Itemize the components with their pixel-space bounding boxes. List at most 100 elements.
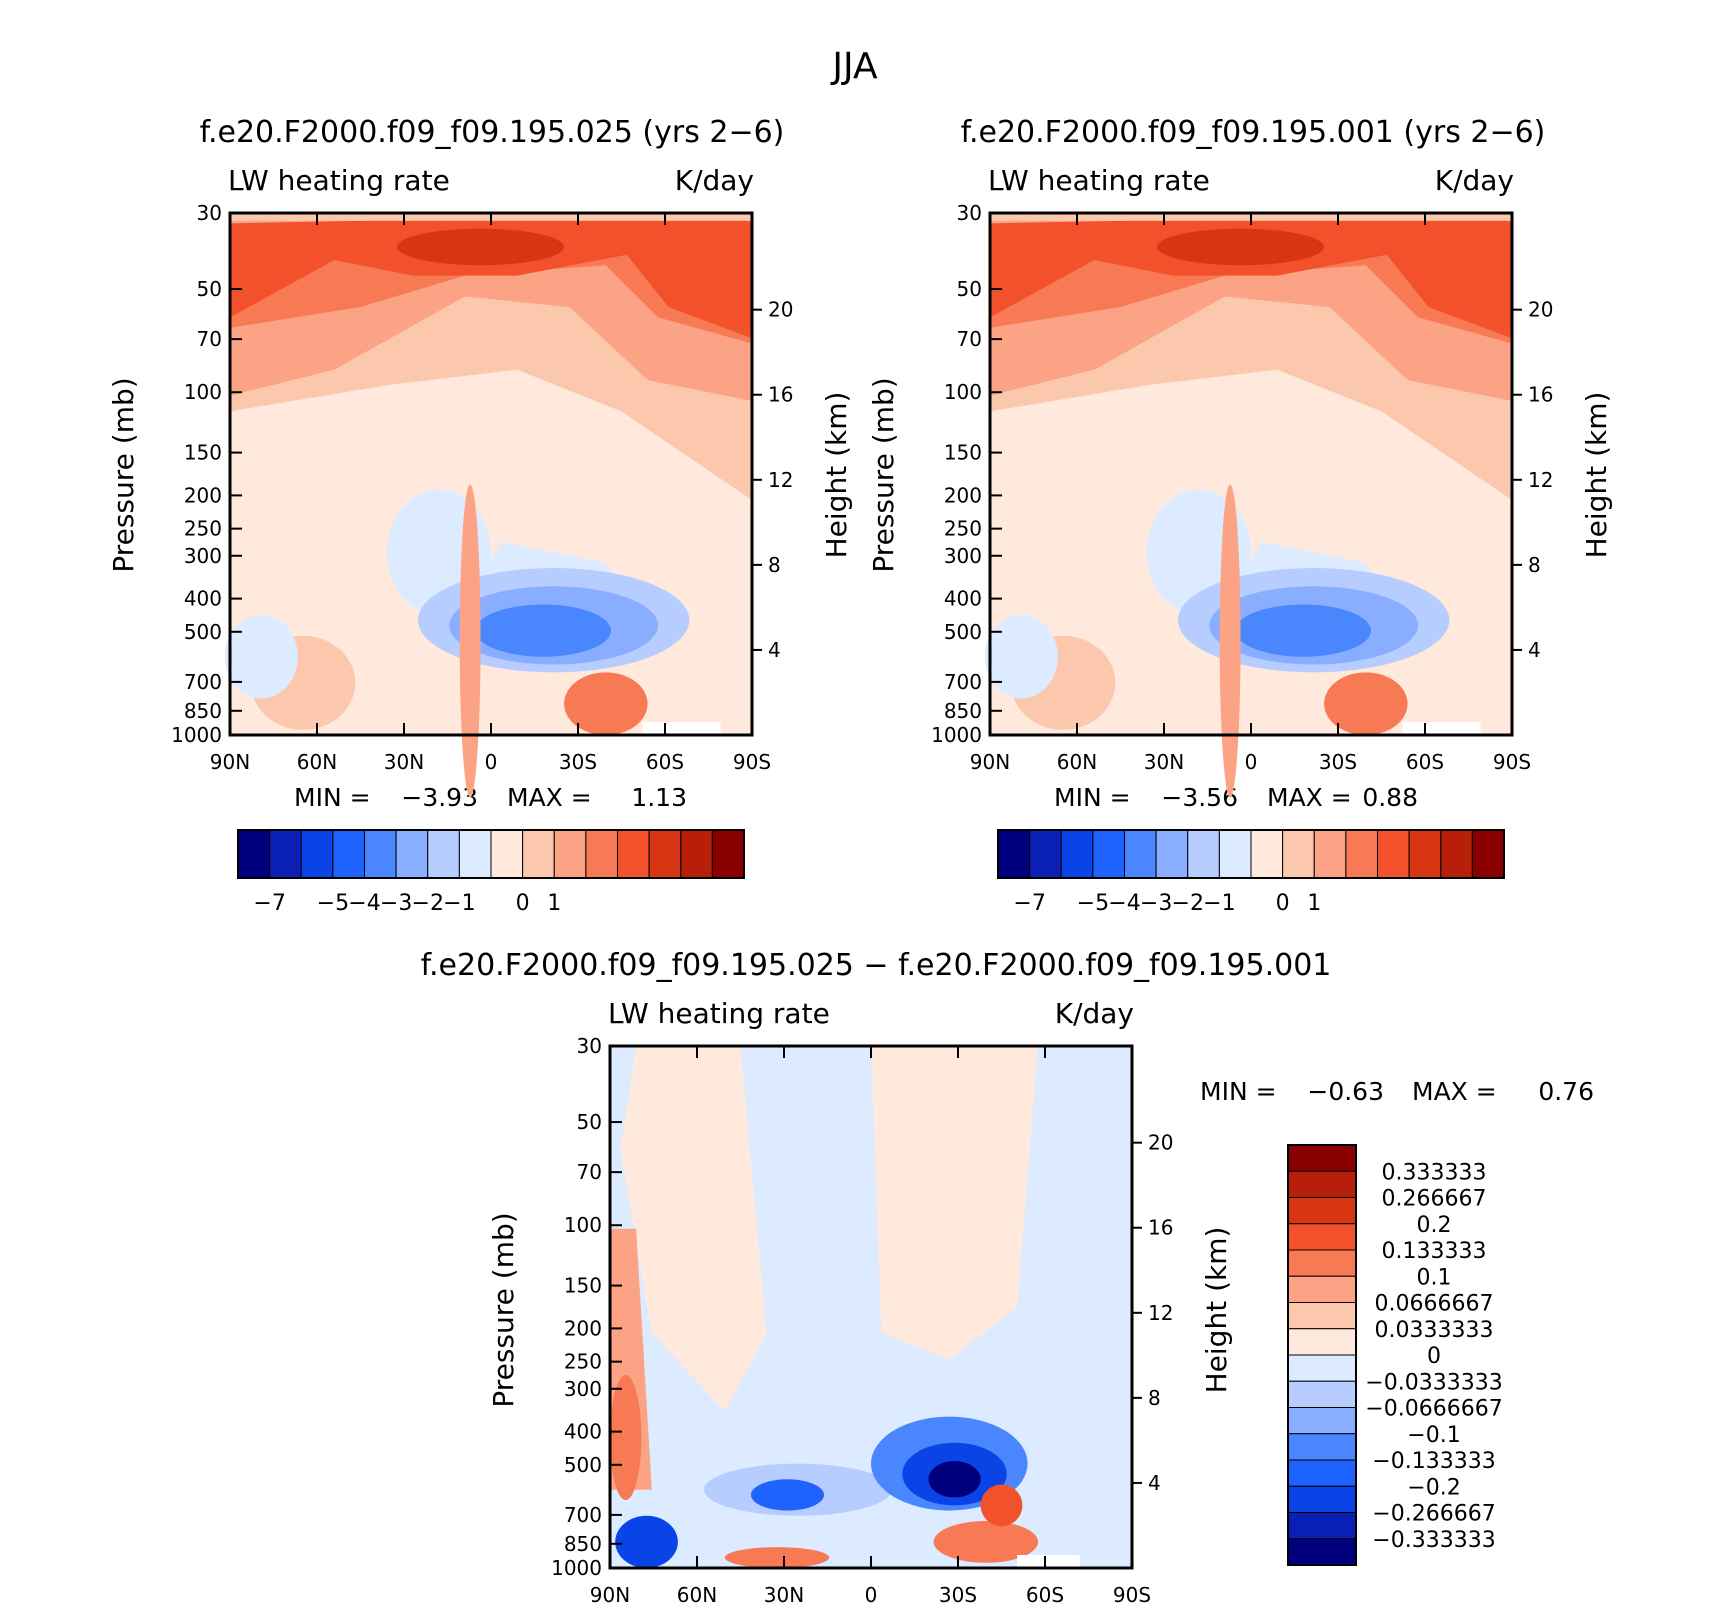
panel3-min-value: −0.63 [1307,1077,1384,1106]
colorbar-swatch [1471,829,1505,879]
y2-tick-label: 16 [1148,1216,1173,1240]
field-tropical-plume [1219,484,1241,798]
y-tick-label: 1000 [551,1556,602,1580]
colorbar-label: −5 [317,891,349,916]
y2-tick-label: 12 [768,468,793,492]
field-tropical-plume [459,484,481,798]
colorbar-swatch [711,829,745,879]
colorbar-swatch [680,829,713,879]
y2-tick-label: 20 [1148,1131,1173,1155]
panel2-ylabel: Pressure (mb) [867,377,900,572]
colorbar-swatch [1377,829,1410,879]
panel3-left-label: LW heating rate [608,997,830,1030]
y-tick-label: 150 [944,441,982,465]
field-neg-lowmid-core [750,1479,825,1511]
colorbar-swatch [1250,829,1284,879]
colorbar-swatch [1313,829,1347,879]
colorbar-label: −0.0333333 [1365,1370,1502,1395]
colorbar-swatch [1287,1197,1357,1225]
y-tick-label: 250 [564,1350,602,1374]
field-cloud-core [1235,604,1372,657]
x-tick-label: 90S [1493,750,1531,774]
field-neg-sfc-left [615,1515,678,1568]
colorbar-label: −0.333333 [1372,1528,1495,1553]
colorbar-label: −0.0666667 [1365,1397,1502,1422]
colorbar-label: −7 [253,891,285,916]
colorbar-label: −0.133333 [1372,1449,1495,1474]
colorbar-swatch [300,829,334,879]
colorbar-swatch [1287,1380,1357,1408]
field-pos-sfc-mid [724,1547,830,1569]
panel1-left-label: LW heating rate [228,164,450,197]
field-jet-band [990,213,1512,339]
field-sfc-right [564,672,648,735]
y-tick-label: 200 [184,483,222,507]
colorbar-swatch [1287,1223,1357,1251]
y-tick-label: 70 [197,327,222,351]
y-tick-label: 70 [577,1160,602,1184]
colorbar-swatch [1287,1433,1357,1461]
y2-tick-label: 16 [1528,383,1553,407]
field-pos-band-mid [871,1046,1038,1360]
colorbar-label: 0.333333 [1382,1160,1487,1185]
panel3-max-value: 0.76 [1538,1077,1594,1106]
panel1-max-value: 1.13 [631,783,687,812]
x-tick-label: 0 [1245,750,1258,774]
field-pos-left-core [610,1374,642,1501]
x-tick-label: 90S [733,750,771,774]
y-tick-label: 300 [564,1377,602,1401]
page-title: JJA [830,46,878,87]
y-tick-label: 250 [944,517,982,541]
panel3-min-label: MIN = [1200,1077,1277,1106]
colorbar-swatch [1218,829,1252,879]
colorbar-label: 0.2 [1417,1213,1452,1238]
panel3-field [610,1046,1132,1569]
y-tick-label: 30 [197,201,222,225]
colorbar-swatch [1287,1538,1357,1566]
colorbar-swatch [1287,1512,1357,1540]
colorbar-label: −5 [1077,891,1109,916]
x-tick-label: 30N [1144,750,1184,774]
y-tick-label: 150 [184,441,222,465]
colorbar-swatch [1345,829,1378,879]
colorbar-swatch [585,829,618,879]
y-tick-label: 200 [564,1316,602,1340]
field-topo-mask [1402,721,1481,735]
colorbar-label: 1 [547,891,561,916]
panel2-ylabel2: Height (km) [1580,392,1613,559]
x-tick-label: 30S [559,750,597,774]
y2-tick-label: 8 [1148,1386,1161,1410]
x-tick-label: 60N [297,750,337,774]
panel2-max-label: MAX = [1267,783,1352,812]
y-tick-label: 150 [564,1274,602,1298]
panel2-left-label: LW heating rate [988,164,1210,197]
y-tick-label: 100 [184,380,222,404]
y2-tick-label: 4 [1148,1471,1161,1495]
y-tick-label: 70 [957,327,982,351]
panel1-ylabel: Pressure (mb) [107,377,140,572]
colorbar-swatch [1060,829,1094,879]
colorbar-swatch [1124,829,1157,879]
field-strat-core [1157,228,1325,266]
colorbar-swatch [395,829,429,879]
y-tick-label: 850 [944,699,982,723]
colorbar-label: 0.133333 [1382,1239,1487,1264]
colorbar-swatch [364,829,397,879]
colorbar-label: −1 [443,891,475,916]
colorbar-swatch [1287,1407,1357,1435]
colorbar-swatch [1408,829,1442,879]
y-tick-label: 500 [944,620,982,644]
x-tick-label: 0 [485,750,498,774]
y-tick-label: 50 [197,277,222,301]
colorbar-swatch [997,829,1031,879]
colorbar-swatch [332,829,365,879]
field-pos-ridge [980,1484,1023,1527]
colorbar-label: 0.0666667 [1375,1292,1494,1317]
colorbar-swatch [1187,829,1220,879]
x-tick-label: 90N [210,750,250,774]
y-tick-label: 700 [564,1503,602,1527]
y-tick-label: 500 [564,1453,602,1477]
panel3-ylabel2: Height (km) [1200,1227,1233,1394]
